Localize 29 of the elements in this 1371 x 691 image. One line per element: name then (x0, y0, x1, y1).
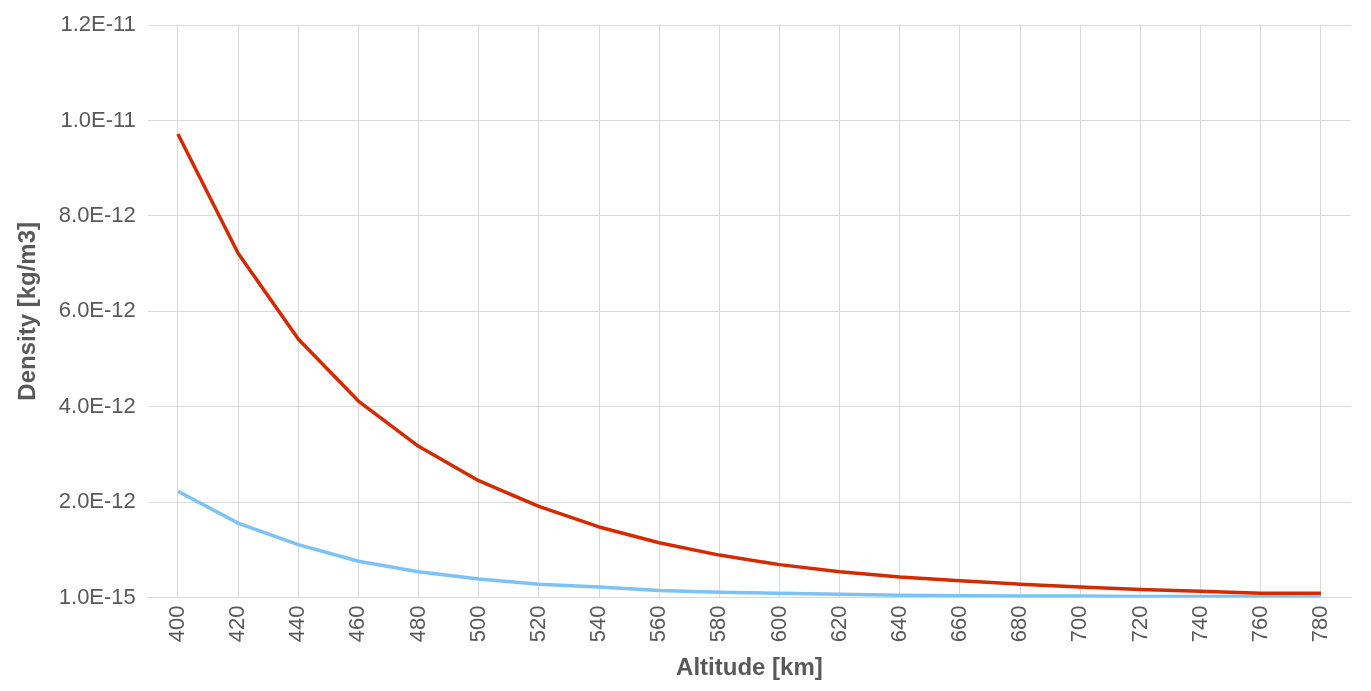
y-tick-label: 1.2E-11 (60, 11, 136, 37)
x-tick-label: 500 (464, 605, 490, 643)
x-tick-label: 580 (705, 605, 731, 643)
x-tick-label: 700 (1066, 605, 1092, 643)
x-tick-label: 460 (344, 605, 370, 643)
y-axis-title: Density [kg/m3] (13, 221, 41, 401)
x-tick-label: 480 (404, 605, 430, 643)
y-tick-label: 1.0E-15 (58, 583, 136, 609)
x-tick-label: 420 (224, 605, 250, 643)
x-tick-label: 640 (885, 605, 911, 643)
x-tick-label: 560 (645, 605, 671, 643)
x-axis-title: Altitude [km] (676, 653, 823, 681)
x-tick-label: 600 (765, 605, 791, 643)
y-tick-label: 4.0E-12 (58, 392, 136, 418)
y-tick-label: 2.0E-12 (58, 488, 136, 514)
x-tick-label: 740 (1186, 605, 1212, 643)
x-tick-label: 680 (1006, 605, 1032, 643)
y-tick-label: 1.0E-11 (60, 106, 136, 132)
x-tick-label: 400 (163, 605, 189, 643)
y-tick-label: 6.0E-12 (58, 297, 136, 323)
x-tick-label: 780 (1306, 605, 1332, 643)
x-tick-label: 540 (585, 605, 611, 643)
x-tick-label: 440 (284, 605, 310, 643)
x-tick-label: 720 (1126, 605, 1152, 643)
y-tick-label: 8.0E-12 (58, 202, 136, 228)
x-tick-label: 760 (1246, 605, 1272, 643)
x-tick-label: 520 (524, 605, 550, 643)
x-tick-label: 660 (946, 605, 972, 643)
x-tick-label: 620 (825, 605, 851, 643)
